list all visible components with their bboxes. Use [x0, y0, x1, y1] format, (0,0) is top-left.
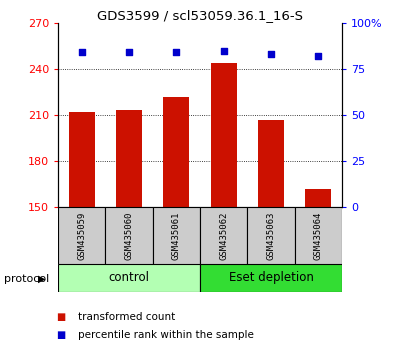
Text: ■: ■: [56, 312, 65, 322]
Bar: [153, 207, 200, 264]
Text: GSM435064: GSM435064: [314, 211, 323, 259]
Bar: [69, 112, 95, 207]
Bar: [200, 264, 342, 292]
Bar: [58, 207, 105, 264]
Text: ■: ■: [56, 330, 65, 339]
Text: protocol: protocol: [4, 274, 49, 284]
Text: ▶: ▶: [38, 274, 46, 284]
Text: transformed count: transformed count: [78, 312, 175, 322]
Text: GSM435060: GSM435060: [124, 211, 134, 259]
Bar: [305, 189, 331, 207]
Text: GSM435059: GSM435059: [77, 211, 86, 259]
Bar: [211, 63, 237, 207]
Point: [220, 48, 227, 53]
Point: [173, 50, 180, 55]
Text: control: control: [108, 272, 150, 284]
Bar: [200, 207, 247, 264]
Text: GDS3599 / scl53059.36.1_16-S: GDS3599 / scl53059.36.1_16-S: [97, 9, 303, 22]
Bar: [258, 120, 284, 207]
Point: [78, 50, 85, 55]
Bar: [295, 207, 342, 264]
Bar: [58, 264, 200, 292]
Text: percentile rank within the sample: percentile rank within the sample: [78, 330, 254, 339]
Point: [268, 51, 274, 57]
Point: [315, 53, 322, 59]
Text: GSM435063: GSM435063: [266, 211, 276, 259]
Bar: [116, 110, 142, 207]
Point: [126, 50, 132, 55]
Text: GSM435061: GSM435061: [172, 211, 181, 259]
Text: Eset depletion: Eset depletion: [228, 272, 314, 284]
Bar: [247, 207, 295, 264]
Bar: [105, 207, 153, 264]
Bar: [163, 97, 189, 207]
Text: GSM435062: GSM435062: [219, 211, 228, 259]
